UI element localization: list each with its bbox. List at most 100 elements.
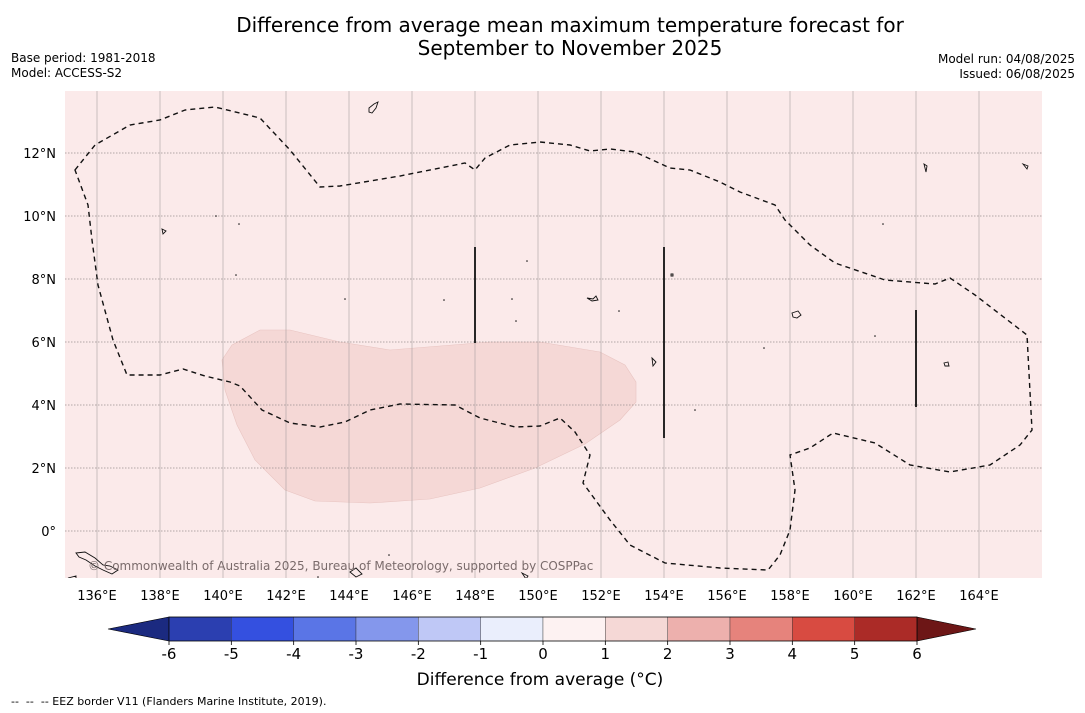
anomaly-region-1-to-2 <box>221 329 637 504</box>
eez-legend-note: -- -- -- EEZ border V11 (Flanders Marine… <box>11 695 327 708</box>
island-outline <box>161 228 167 235</box>
colorbar-cells <box>168 616 918 642</box>
colorbar-tick-label: 1 <box>601 645 611 663</box>
colorbar-low-extend <box>107 616 170 642</box>
island-outline <box>791 310 802 319</box>
lon-tick-label: 156°E <box>707 589 747 604</box>
colorbar-cell <box>168 616 232 642</box>
colorbar-tick-label: -6 <box>162 645 177 663</box>
colorbar-title: Difference from average (°C) <box>416 670 664 690</box>
colorbar-cell <box>729 616 793 642</box>
lon-tick-label: 136°E <box>77 589 117 604</box>
lat-tick-label: 8°N <box>32 273 57 288</box>
island-dot <box>511 298 513 300</box>
colorbar-tick-label: -2 <box>411 645 426 663</box>
island-dot <box>874 335 876 337</box>
islands <box>67 101 1029 578</box>
lon-tick-label: 152°E <box>581 589 621 604</box>
longitude-labels: 136°E 138°E 140°E 142°E 144°E 146°E 148°E 150°E… <box>77 589 999 604</box>
colorbar-high-extend <box>916 616 977 642</box>
colorbar-tick-label: -1 <box>473 645 488 663</box>
island-outline <box>520 571 529 578</box>
meta-right: Model run: 04/08/2025 Issued: 06/08/2025 <box>938 52 1075 82</box>
island-dot <box>618 310 620 312</box>
lon-tick-label: 150°E <box>518 589 558 604</box>
colorbar-ticks: -6 -5 -4 -3 -2 -1 0 1 2 3 4 5 6 <box>162 641 922 663</box>
colorbar-tick-label: 2 <box>663 645 673 663</box>
lat-tick-label: 0° <box>41 525 56 540</box>
lat-tick-label: 2°N <box>32 462 57 477</box>
issued-date: Issued: 06/08/2025 <box>959 67 1075 81</box>
island-outline <box>1021 162 1029 170</box>
colorbar-tick-label: -5 <box>224 645 239 663</box>
island-dot <box>215 215 217 217</box>
lon-tick-label: 140°E <box>203 589 243 604</box>
island-outline <box>75 551 119 575</box>
lat-tick-label: 10°N <box>23 210 56 225</box>
model-name: Model: ACCESS-S2 <box>11 66 123 80</box>
island-outline <box>586 295 599 302</box>
colorbar-tick-label: -3 <box>349 645 364 663</box>
colorbar-tick-label: 3 <box>725 645 735 663</box>
island-dot <box>443 299 445 301</box>
island-dot <box>388 554 390 556</box>
colorbar-cell <box>605 616 668 642</box>
copyright-text: © Commonwealth of Australia 2025, Bureau… <box>88 559 593 573</box>
colorbar-cell <box>792 616 855 642</box>
lon-tick-label: 138°E <box>140 589 180 604</box>
lon-tick-label: 142°E <box>266 589 306 604</box>
lon-tick-label: 162°E <box>896 589 936 604</box>
lon-tick-label: 144°E <box>329 589 369 604</box>
colorbar-cell <box>231 616 294 642</box>
colorbar-cell <box>293 616 357 642</box>
island-outline <box>349 567 363 578</box>
meta-left: Base period: 1981-2018 Model: ACCESS-S2 <box>11 51 156 81</box>
lat-tick-label: 12°N <box>23 147 56 162</box>
colorbar-cell <box>480 616 544 642</box>
colorbar-tick-label: 5 <box>850 645 860 663</box>
colorbar-cell <box>542 616 606 642</box>
lon-tick-label: 164°E <box>959 589 999 604</box>
model-run: Model run: 04/08/2025 <box>937 52 1075 66</box>
island-outline <box>67 575 77 578</box>
colorbar-cell <box>418 616 481 642</box>
lon-tick-label: 158°E <box>770 589 810 604</box>
colorbar-tick-label: 0 <box>538 645 548 663</box>
island-outline <box>670 273 674 277</box>
map-title: Difference from average mean maximum tem… <box>170 14 970 60</box>
island-dot <box>344 298 346 300</box>
colorbar-tick-label: -4 <box>286 645 301 663</box>
title-line-2: September to November 2025 <box>417 36 723 60</box>
lon-tick-label: 146°E <box>392 589 432 604</box>
island-dot <box>317 576 319 578</box>
base-period: Base period: 1981-2018 <box>11 51 156 65</box>
lat-tick-label: 6°N <box>32 336 57 351</box>
island-outline <box>368 101 379 114</box>
map-background <box>65 91 1042 578</box>
island-dot <box>763 347 765 349</box>
lon-tick-label: 154°E <box>644 589 684 604</box>
colorbar-cell <box>355 616 419 642</box>
lon-tick-label: 160°E <box>833 589 873 604</box>
lon-tick-label: 148°E <box>455 589 495 604</box>
colorbar-cell <box>667 616 731 642</box>
colorbar-tick-label: 6 <box>912 645 922 663</box>
colorbar: -6 -5 -4 -3 -2 -1 0 1 2 3 4 5 6 <box>107 616 977 663</box>
latitude-gridlines <box>65 152 1042 532</box>
island-dot <box>882 223 884 225</box>
island-outline <box>943 361 950 367</box>
title-line-1: Difference from average mean maximum tem… <box>236 13 904 37</box>
island-dot <box>238 223 240 225</box>
island-outline <box>923 162 928 173</box>
colorbar-tick-label: 4 <box>788 645 798 663</box>
island-dots <box>215 215 884 578</box>
island-outline <box>651 356 657 368</box>
eez-border <box>74 106 1033 571</box>
island-dot <box>515 320 517 322</box>
colorbar-cell <box>854 616 918 642</box>
island-dot <box>526 260 528 262</box>
latitude-labels: 12°N 10°N 8°N 6°N 4°N 2°N 0° <box>23 147 56 540</box>
island-dot <box>235 274 237 276</box>
lat-tick-label: 4°N <box>32 399 57 414</box>
